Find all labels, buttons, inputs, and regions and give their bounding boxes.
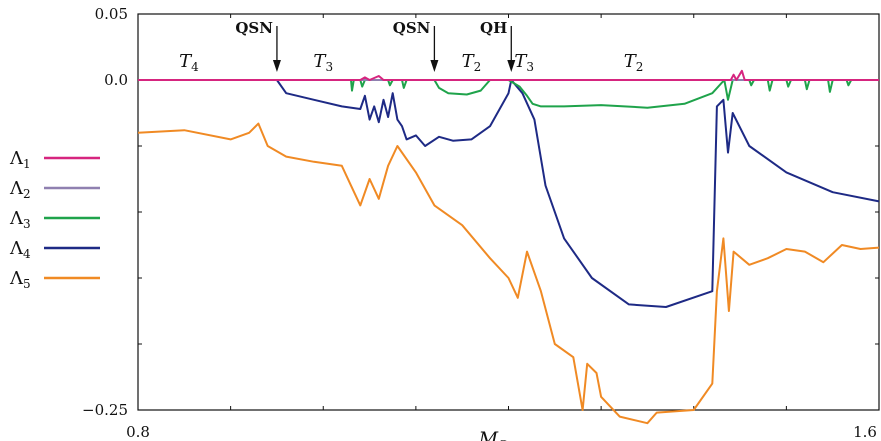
region-label: T2	[624, 51, 644, 74]
annotation-label: QSN	[393, 19, 431, 37]
legend-label: Λ5	[9, 268, 31, 291]
annotation-arrowhead	[507, 60, 516, 72]
annotation-arrowhead	[272, 60, 281, 72]
y-tick-label: −0.25	[82, 401, 128, 419]
y-tick-label: 0.05	[95, 5, 128, 23]
x-tick-label: 1.6	[853, 423, 877, 441]
annotation-label: QH	[480, 19, 507, 37]
legend-label: Λ2	[9, 178, 31, 201]
plot-frame	[137, 13, 880, 411]
y-tick-label: 0.0	[104, 71, 128, 89]
series-line-5	[137, 122, 880, 425]
region-label: T2	[462, 51, 482, 74]
region-label: T3	[514, 51, 534, 74]
legend-label: Λ4	[9, 238, 31, 261]
series-line-4	[138, 79, 880, 308]
legend-label: Λ3	[9, 208, 31, 231]
x-axis-label: MC	[478, 428, 508, 441]
annotation-label: QSN	[235, 19, 273, 37]
series-line-3	[138, 79, 879, 109]
x-tick-label: 0.8	[126, 423, 150, 441]
annotation-arrowhead	[430, 60, 439, 72]
series-line-1	[138, 69, 879, 81]
region-label: T4	[179, 51, 199, 74]
region-label: T3	[313, 51, 333, 74]
legend-label: Λ1	[9, 148, 31, 171]
